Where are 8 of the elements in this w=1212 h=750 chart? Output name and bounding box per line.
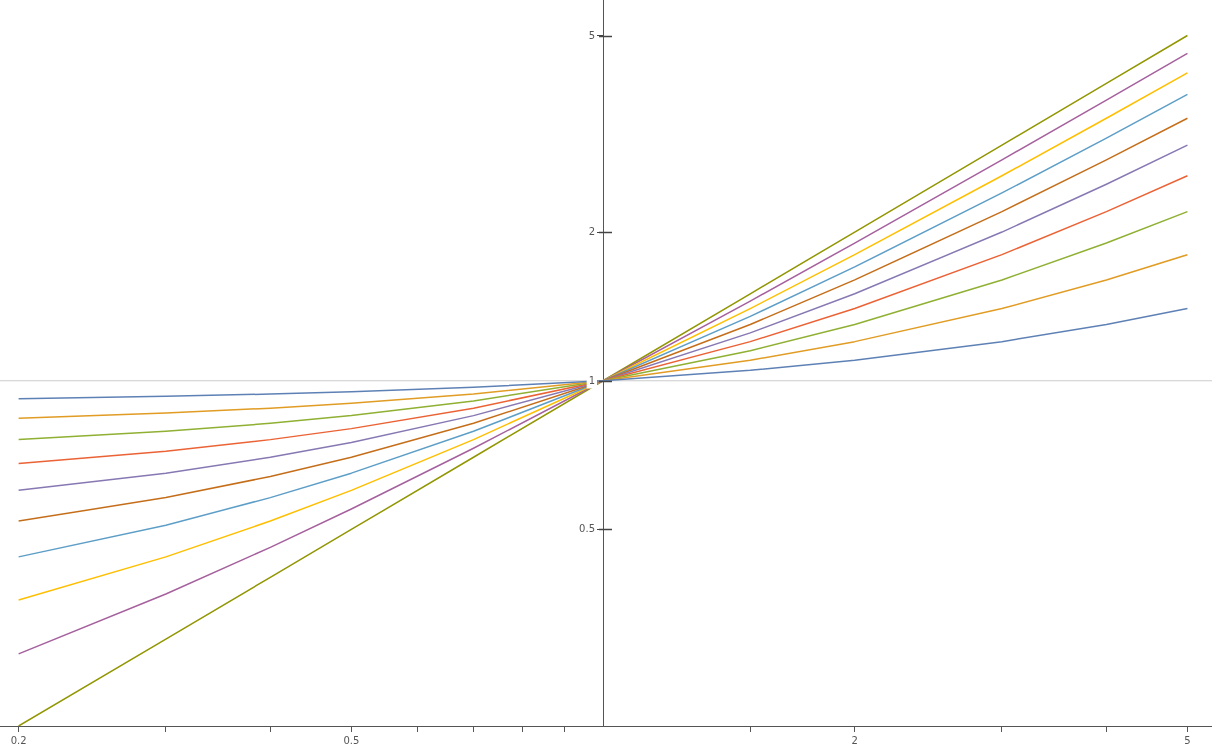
- x-tick-label: 0.5: [343, 734, 360, 746]
- x-tick-label: 2: [851, 734, 858, 746]
- x-tick-label: 5: [1184, 734, 1191, 746]
- y-tick-label: 0.5: [579, 523, 596, 535]
- y-tick-label: 2: [588, 226, 596, 238]
- x-tick-label: 0.2: [10, 734, 27, 746]
- y-tick-label: 5: [588, 30, 596, 42]
- y-tick-label: 1: [588, 375, 596, 387]
